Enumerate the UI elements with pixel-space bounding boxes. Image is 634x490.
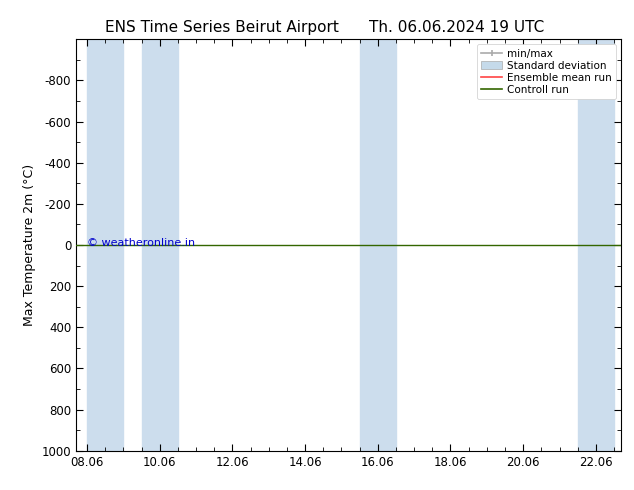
Bar	[141, 39, 178, 451]
Text: ENS Time Series Beirut Airport: ENS Time Series Beirut Airport	[105, 20, 339, 35]
Bar	[578, 39, 614, 451]
Y-axis label: Max Temperature 2m (°C): Max Temperature 2m (°C)	[23, 164, 36, 326]
Text: © weatheronline.in: © weatheronline.in	[87, 238, 195, 248]
Text: Th. 06.06.2024 19 UTC: Th. 06.06.2024 19 UTC	[369, 20, 544, 35]
Legend: min/max, Standard deviation, Ensemble mean run, Controll run: min/max, Standard deviation, Ensemble me…	[477, 45, 616, 99]
Bar	[359, 39, 396, 451]
Bar	[87, 39, 124, 451]
